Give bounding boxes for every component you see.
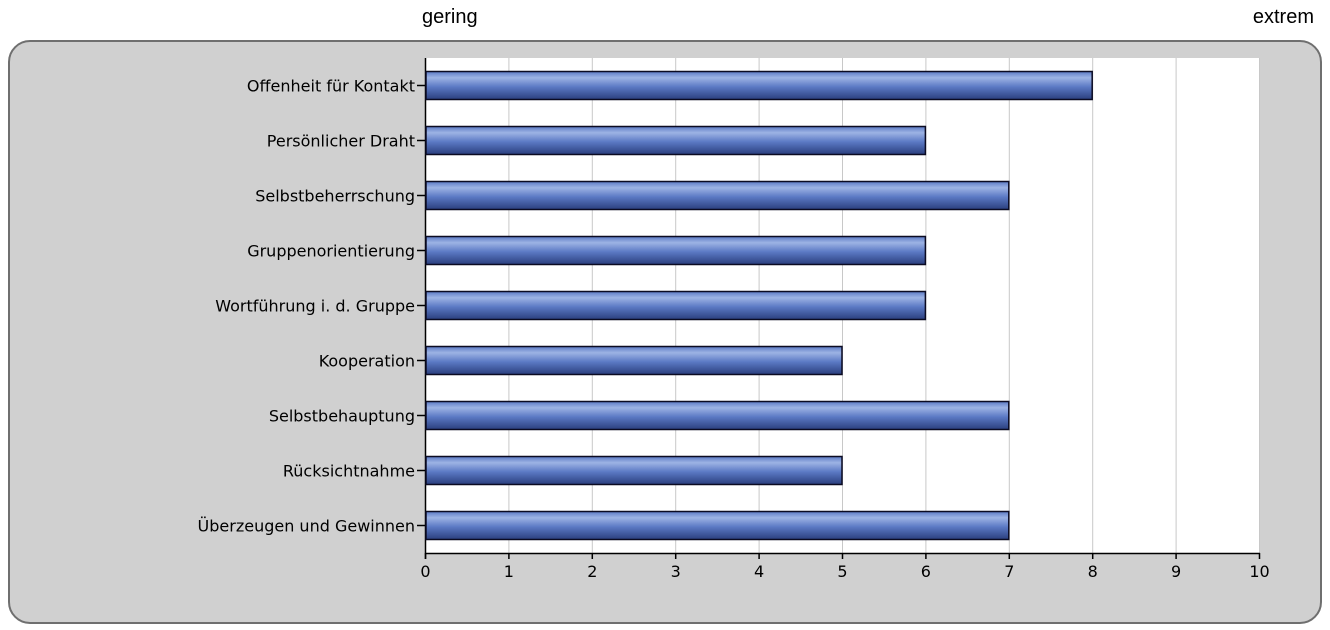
category-label: Wortführung i. d. Gruppe xyxy=(215,297,415,316)
bar xyxy=(425,455,843,486)
bar xyxy=(425,345,843,376)
x-tick-label: 9 xyxy=(1171,562,1181,581)
bar xyxy=(425,235,927,266)
category-label: Selbstbeherrschung xyxy=(255,187,415,206)
x-tick-label: 6 xyxy=(921,562,931,581)
x-tick-label: 7 xyxy=(1004,562,1014,581)
category-label: Offenheit für Kontakt xyxy=(247,77,415,96)
x-tick-label: 2 xyxy=(587,562,597,581)
category-label: Gruppenorientierung xyxy=(247,242,415,261)
x-tick-label: 10 xyxy=(1249,562,1269,581)
category-label: Selbstbehauptung xyxy=(269,407,415,426)
x-tick-label: 1 xyxy=(504,562,514,581)
bar xyxy=(425,180,1010,211)
category-label: Kooperation xyxy=(319,352,415,371)
x-tick-label: 0 xyxy=(420,562,430,581)
bar xyxy=(425,510,1010,541)
category-label: Rücksichtnahme xyxy=(283,462,415,481)
category-label: Persönlicher Draht xyxy=(267,132,415,151)
x-tick-label: 4 xyxy=(754,562,764,581)
category-label: Überzeugen und Gewinnen xyxy=(198,517,415,536)
x-tick-label: 3 xyxy=(671,562,681,581)
scale-label-low: gering xyxy=(422,6,478,28)
bar xyxy=(425,70,1093,101)
x-tick-label: 8 xyxy=(1088,562,1098,581)
scale-label-high: extrem xyxy=(1252,6,1314,28)
bar xyxy=(425,125,927,156)
x-tick-label: 5 xyxy=(837,562,847,581)
bar xyxy=(425,290,927,321)
bar xyxy=(425,400,1010,431)
